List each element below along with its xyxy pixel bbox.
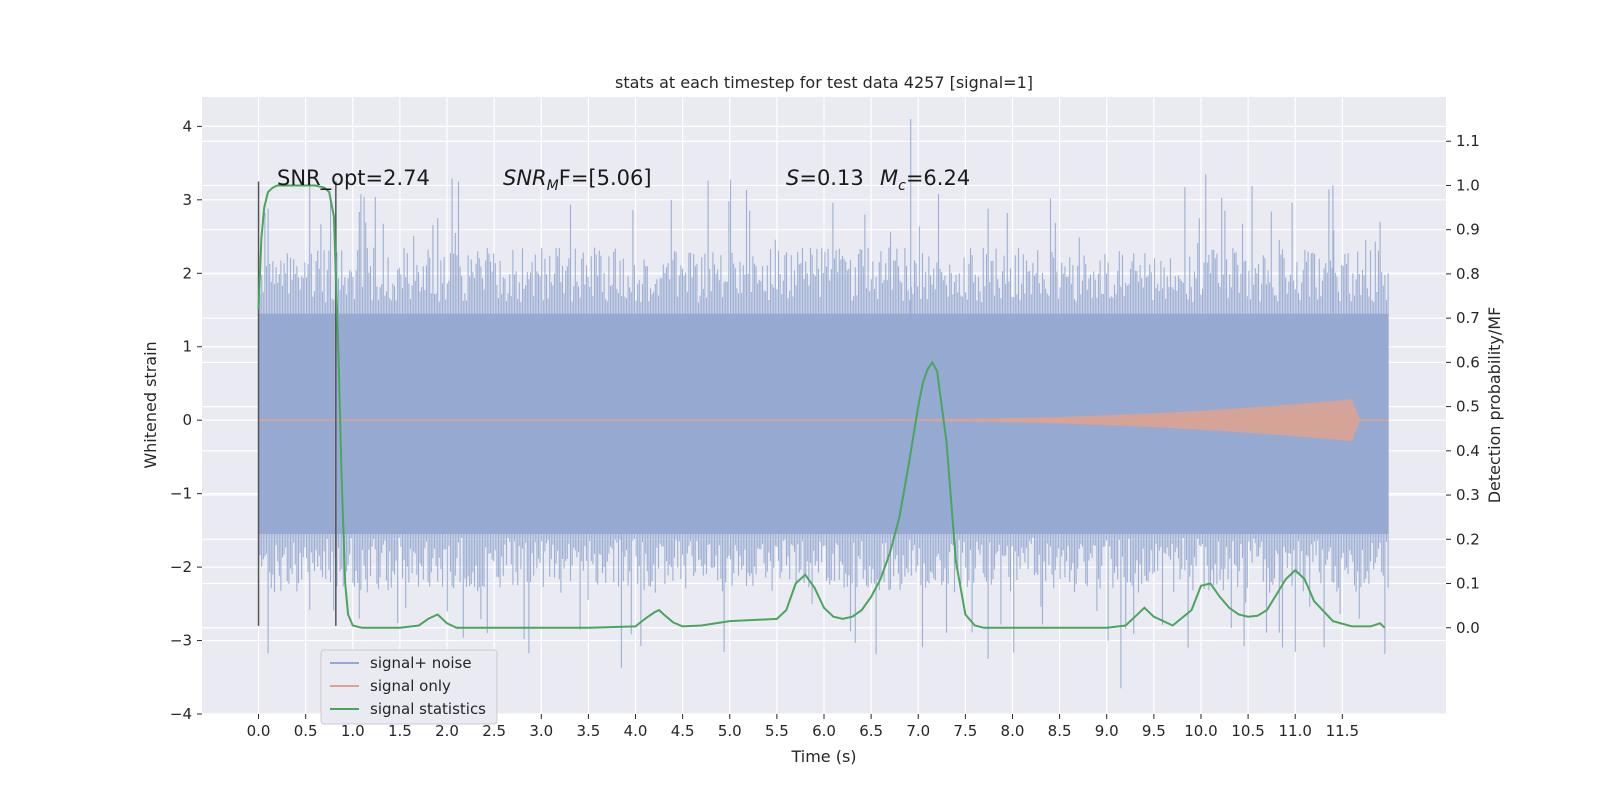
snr-mf-rest: F=[5.06] <box>559 166 652 190</box>
y-right-tick-label: 1.1 <box>1456 132 1480 150</box>
x-tick-label: 4.0 <box>624 722 648 740</box>
y-right-tick-label: 0.3 <box>1456 486 1480 504</box>
x-tick-label: 5.5 <box>765 722 789 740</box>
y-left-tick-label: −1 <box>170 485 192 503</box>
y-right-tick-label: 0.2 <box>1456 530 1480 548</box>
y-left-tick-label: −2 <box>170 558 192 576</box>
y-left-tick-label: 4 <box>182 117 192 135</box>
annotation-s: S=0.13 <box>786 166 864 190</box>
y-right-tick-label: 0.6 <box>1456 353 1480 371</box>
right-y-axis: 1.1 1.0 0.9 0.8 0.7 0.6 0.5 0.4 0.3 0.2 0.1 0.0 <box>1446 132 1480 637</box>
x-axis-label: Time (s) <box>790 747 856 766</box>
x-tick-label: 6.0 <box>812 722 836 740</box>
snr-mf-main: SNR <box>503 166 547 190</box>
x-tick-label: 9.0 <box>1095 722 1119 740</box>
mc-rest: =6.24 <box>906 166 970 190</box>
legend-label-noise: signal+ noise <box>370 654 472 672</box>
x-tick-label: 11.5 <box>1326 722 1359 740</box>
x-tick-label: 10.5 <box>1231 722 1264 740</box>
legend-label-signal: signal only <box>370 677 451 695</box>
s-rest: =0.13 <box>799 166 863 190</box>
x-tick-label: 3.5 <box>576 722 600 740</box>
x-tick-label: 7.5 <box>953 722 977 740</box>
x-tick-label: 0.5 <box>294 722 318 740</box>
y-left-tick-label: −3 <box>170 632 192 650</box>
y-right-tick-label: 0.7 <box>1456 309 1480 327</box>
x-tick-label: 4.5 <box>671 722 695 740</box>
y-left-tick-label: 2 <box>182 264 192 282</box>
x-tick-label: 10.0 <box>1184 722 1217 740</box>
x-tick-label: 2.0 <box>435 722 459 740</box>
chart-title: stats at each timestep for test data 425… <box>615 73 1033 92</box>
signal-chirp <box>871 399 1361 442</box>
x-tick-label: 1.0 <box>341 722 365 740</box>
x-tick-label: 6.5 <box>859 722 883 740</box>
x-axis: 0.0 0.5 1.0 1.5 2.0 2.5 3.0 3.5 4.0 4.5 5.0 5.5 6.0 6… <box>247 714 1359 740</box>
x-tick-label: 0.0 <box>247 722 271 740</box>
left-y-axis-label: Whitened strain <box>141 341 160 468</box>
y-right-tick-label: 0.0 <box>1456 619 1480 637</box>
x-tick-label: 7.0 <box>906 722 930 740</box>
y-right-tick-label: 0.9 <box>1456 221 1480 239</box>
x-tick-label: 1.5 <box>388 722 412 740</box>
stats-line <box>257 184 1386 629</box>
x-tick-label: 8.5 <box>1048 722 1072 740</box>
y-right-tick-label: 1.0 <box>1456 176 1480 194</box>
y-left-tick-label: −4 <box>170 705 192 723</box>
y-left-tick-label: 0 <box>182 411 192 429</box>
x-tick-label: 9.5 <box>1142 722 1166 740</box>
signal-only-series <box>258 399 1389 442</box>
legend: signal+ noise signal only signal statist… <box>320 649 498 725</box>
mc-main: M <box>880 166 898 190</box>
x-tick-label: 8.0 <box>1001 722 1025 740</box>
y-right-tick-label: 0.1 <box>1456 575 1480 593</box>
legend-label-stats: signal statistics <box>370 700 486 718</box>
right-y-axis-label: Detection probability/MF <box>1485 307 1504 504</box>
mc-sub: c <box>898 178 906 194</box>
annotation-mc: Mc=6.24 <box>880 166 970 194</box>
x-tick-label: 5.0 <box>718 722 742 740</box>
signal-statistics-series <box>257 184 1386 629</box>
y-left-tick-label: 1 <box>182 338 192 356</box>
x-tick-label: 11.0 <box>1279 722 1312 740</box>
s-main: S <box>786 166 799 190</box>
annotation-snr-opt: SNR_opt=2.74 <box>277 166 430 191</box>
x-tick-label: 2.5 <box>482 722 506 740</box>
y-right-tick-label: 0.8 <box>1456 265 1480 283</box>
y-right-tick-label: 0.4 <box>1456 442 1480 460</box>
legend-box <box>320 649 498 725</box>
snr-mf-sub: M <box>547 178 559 194</box>
y-right-tick-label: 0.5 <box>1456 398 1480 416</box>
annotation-snr-mf: SNRMF=[5.06] <box>503 166 652 194</box>
left-y-axis: 4 3 2 1 0 −1 −2 −3 −4 <box>170 117 202 723</box>
x-tick-label: 3.0 <box>529 722 553 740</box>
y-left-tick-label: 3 <box>182 191 192 209</box>
